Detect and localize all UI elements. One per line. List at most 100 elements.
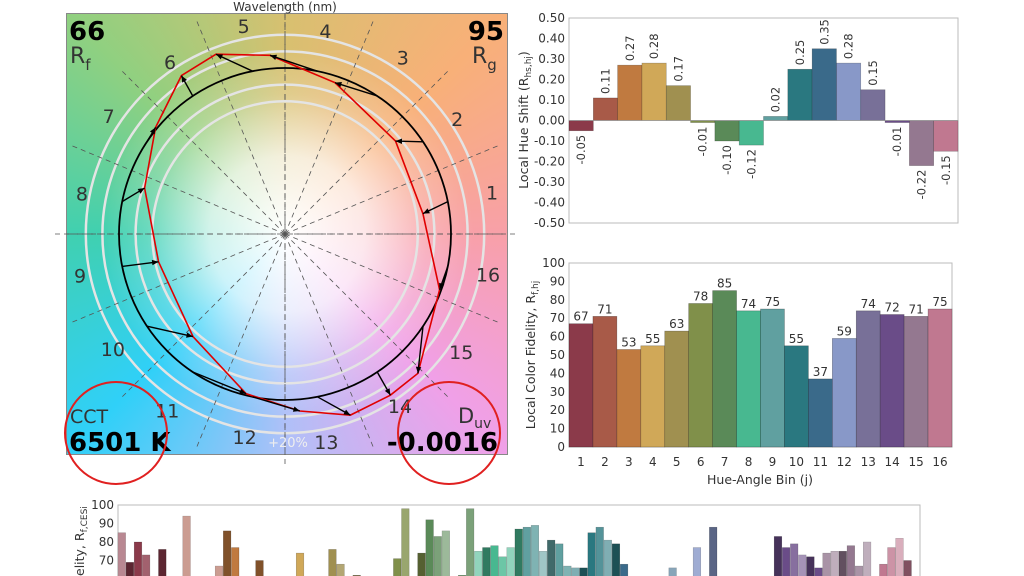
ces-bar: [895, 538, 904, 576]
arrow-head: [149, 127, 156, 135]
hue-shift-bar: [617, 64, 643, 121]
arrow-head: [270, 54, 277, 60]
hue-shift-value-label: -0.22: [915, 170, 929, 200]
ces-bar: [863, 541, 872, 576]
ces-bar-shade: [442, 530, 450, 576]
fidelity-bar: [592, 316, 618, 448]
ces-bar-shade: [588, 533, 596, 576]
bin-label: 7: [103, 106, 115, 128]
hue-shift-value-label: -0.01: [696, 127, 710, 157]
ces-bar: [547, 539, 556, 576]
hue-shift-bar: [593, 97, 618, 121]
ces-bar: [433, 536, 442, 576]
ces-bar-shade: [822, 553, 831, 576]
hue-shift-bar: [811, 48, 837, 121]
xtick-label: 10: [789, 455, 804, 469]
bin-label: 5: [238, 16, 250, 38]
ces-bar-shade: [847, 546, 855, 576]
ces-bar: [158, 549, 167, 576]
bin-label: 12: [233, 427, 257, 449]
ces-bar-shade: [296, 553, 304, 576]
ces-bar-shade: [798, 554, 807, 576]
cct-value: 6501 K: [69, 428, 171, 458]
ces-bar-shade: [215, 566, 223, 576]
fidelity-value-label: 55: [645, 332, 660, 346]
arrow-head: [422, 208, 430, 214]
ces-bar-shade: [466, 508, 474, 576]
hue-shift-bar: [860, 89, 886, 121]
duv-label: Duv: [458, 404, 491, 432]
hue-shift-ylabel: Local Hue Shift (Rhs,hj): [516, 51, 534, 189]
duv-value: -0.0016: [387, 428, 498, 458]
ces-bar: [814, 567, 823, 576]
ces-bar: [879, 563, 888, 576]
bin-label: 16: [476, 264, 500, 286]
ces-bar-shade: [498, 556, 507, 576]
ces-bar-shade: [579, 567, 588, 576]
ces-bar-shade: [433, 536, 442, 576]
ytick-label: 70: [99, 554, 114, 568]
xtick-label: 15: [908, 455, 923, 469]
bin-label: 9: [74, 265, 86, 287]
hue-shift-bar: [738, 120, 764, 146]
ces-bar: [692, 547, 702, 576]
ces-bar-shade: [514, 529, 523, 576]
bin-label: 15: [449, 342, 473, 364]
fidelity-value-label: 59: [837, 324, 852, 338]
ces-bar: [182, 515, 191, 576]
ces-bar: [142, 554, 151, 576]
hue-shift-bar: [641, 62, 667, 121]
ces-bar: [790, 543, 799, 576]
ces-bar-shade: [482, 547, 491, 576]
ytick-label: 10: [550, 422, 565, 436]
hue-shift-bar: [665, 85, 691, 121]
ces-bar-shade: [887, 547, 896, 576]
hue-shift-bar: [763, 116, 789, 121]
fidelity-value-label: 72: [885, 301, 900, 315]
ces-bar: [887, 547, 896, 576]
arrow-head: [239, 388, 247, 394]
fidelity-bar: [688, 303, 713, 448]
xtick-label: 16: [932, 455, 947, 469]
ces-bar-shade: [506, 547, 515, 576]
ces-bar: [255, 560, 264, 576]
ytick-label: 0.10: [538, 93, 565, 107]
ces-bar: [563, 565, 572, 576]
fidelity-value-label: 67: [573, 310, 588, 324]
bin-label: 4: [319, 21, 331, 43]
bin-label: 14: [388, 396, 412, 418]
ces-bar-shade: [555, 544, 563, 576]
ces-bar: [336, 563, 345, 576]
fidelity-value-label: 75: [765, 295, 780, 309]
ces-bar: [903, 560, 912, 576]
ces-bar: [782, 547, 791, 576]
bin-label: 3: [397, 48, 409, 70]
ces-bar-shade: [595, 527, 604, 576]
arrow-head: [137, 188, 145, 194]
ces-bar: [595, 526, 604, 576]
fidelity-value-label: 78: [693, 289, 708, 303]
hue-shift-value-label: -0.12: [744, 149, 758, 179]
ytick-label: -0.20: [534, 155, 565, 169]
bin-label: 11: [155, 400, 179, 422]
hue-shift-bar: [568, 120, 594, 132]
ces-bar-shade: [491, 546, 499, 576]
arrow-head: [395, 138, 403, 144]
ces-bar: [668, 567, 677, 576]
hue-shift-value-label: 0.35: [817, 19, 831, 45]
fidelity-chart: 1009080706050403020100671712533554635786…: [542, 256, 953, 469]
ces-bar-shade: [158, 549, 167, 576]
hue-shift-value-label: 0.25: [793, 40, 807, 66]
ytick-label: 0: [557, 440, 565, 454]
fidelity-bar: [784, 345, 809, 448]
hue-shift-value-label: 0.11: [598, 68, 612, 94]
rg-value: 95: [468, 17, 504, 47]
ces-ylabel: elity, Rf,CESi: [72, 506, 90, 576]
ces-bar-shade: [879, 564, 887, 576]
ytick-label: 100: [542, 256, 565, 270]
fidelity-bar: [832, 338, 857, 448]
ytick-label: 0.00: [538, 114, 565, 128]
ces-bar-shade: [142, 554, 150, 576]
ces-bar-shade: [782, 548, 790, 576]
ces-bar-shade: [693, 547, 701, 576]
